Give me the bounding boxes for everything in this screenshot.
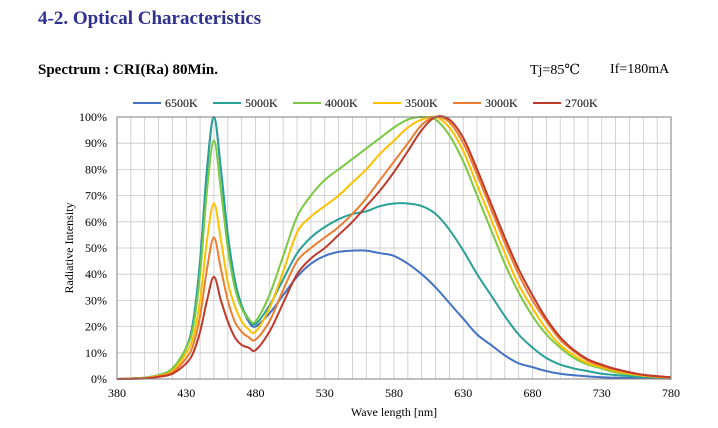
legend-label-3500k: 3500K: [405, 96, 438, 110]
plot-frame: [116, 116, 672, 380]
y-tick-label: 40%: [85, 267, 107, 281]
series-line-3500k: [116, 115, 672, 380]
x-tick-label: 780: [662, 386, 680, 400]
legend-label-4000k: 4000K: [325, 96, 358, 110]
legend-label-5000k: 5000K: [245, 96, 278, 110]
spectrum-label: Spectrum : CRI(Ra) 80Min.: [38, 62, 218, 78]
y-tick-label: 10%: [85, 346, 107, 360]
y-tick-label: 100%: [79, 110, 107, 124]
y-tick-label: 20%: [85, 320, 107, 334]
y-tick-label: 0%: [91, 372, 107, 386]
series-line-4000k: [116, 115, 672, 380]
tick-labels: 380 430 480 530 580 630 680 730 780 0% 10% 20% 30% 40…: [79, 110, 680, 400]
x-tick-label: 580: [385, 386, 403, 400]
x-tick-label: 530: [316, 386, 334, 400]
legend-label-2700k: 2700K: [565, 96, 598, 110]
y-tick-label: 50%: [85, 241, 107, 255]
chart-grid: [116, 116, 672, 380]
y-tick-label: 60%: [85, 215, 107, 229]
x-tick-label: 730: [593, 386, 611, 400]
junction-temperature-label: Tj=85℃: [530, 63, 580, 78]
forward-current-label: If=180mA: [610, 62, 670, 77]
series-line-3000k: [116, 115, 672, 380]
y-tick-label: 30%: [85, 293, 107, 307]
legend-label-3000k: 3000K: [485, 96, 518, 110]
legend: 6500K 5000K 4000K 3500K 3000K 2700K: [133, 96, 598, 110]
section-title: 4-2. Optical Characteristics: [38, 8, 262, 29]
y-tick-label: 70%: [85, 189, 107, 203]
x-tick-label: 680: [524, 386, 542, 400]
x-tick-label: 380: [108, 386, 126, 400]
x-axis-title: Wave length [nm]: [351, 405, 437, 419]
y-axis-title: Radiative Intensity: [62, 203, 76, 294]
x-tick-label: 430: [177, 386, 195, 400]
x-tick-label: 480: [247, 386, 265, 400]
x-tick-label: 630: [454, 386, 472, 400]
legend-label-6500k: 6500K: [165, 96, 198, 110]
chart-series-group: [116, 115, 672, 380]
y-tick-label: 90%: [85, 136, 107, 150]
y-tick-label: 80%: [85, 162, 107, 176]
series-line-2700k: [116, 115, 672, 380]
